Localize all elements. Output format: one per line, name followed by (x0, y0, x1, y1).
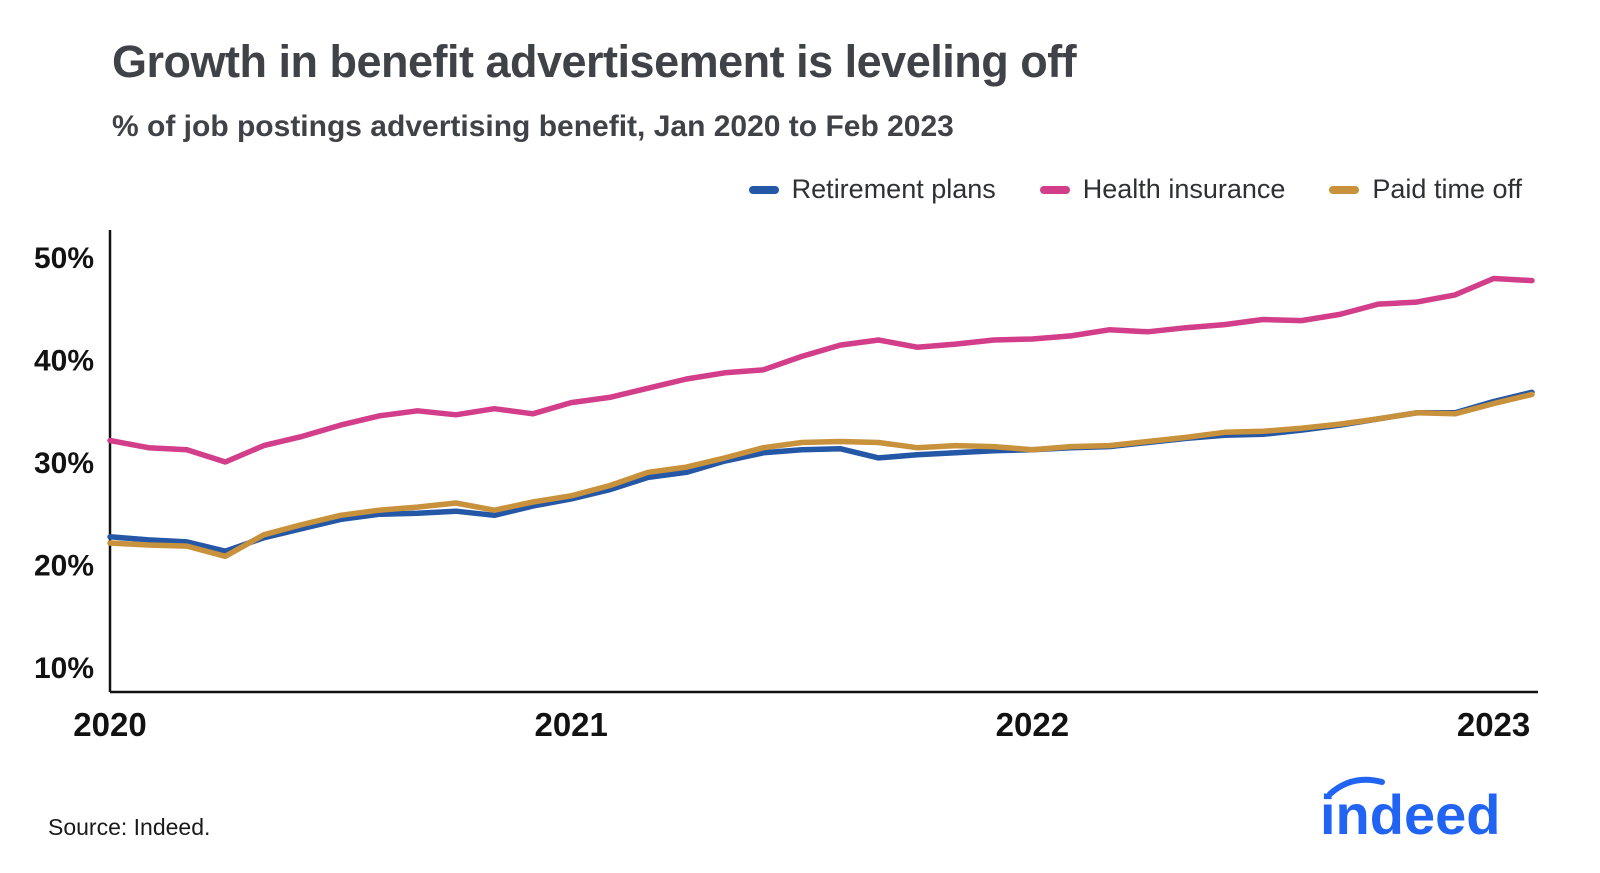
indeed-logo-icon: indeed (1320, 776, 1500, 846)
legend-item-retirement-plans: Retirement plans (748, 174, 996, 205)
y-axis-tick-label: 40% (34, 345, 94, 378)
chart-area: 10% 20% 30% 40% 50% 2020 2021 2022 2023 (0, 212, 1600, 757)
legend-label: Retirement plans (791, 174, 996, 204)
indeed-logo: indeed (1316, 772, 1536, 849)
series-line-retirement-plans (107, 389, 1535, 554)
x-axis-tick-label: 2022 (996, 706, 1069, 743)
legend-item-health-insurance: Health insurance (1039, 174, 1286, 205)
x-axis-tick-label: 2023 (1457, 706, 1530, 743)
retirement-plans-swatch-icon (748, 185, 779, 194)
y-axis-tick-label: 20% (34, 550, 94, 583)
legend-label: Paid time off (1372, 174, 1522, 204)
series-line-paid-time-off (107, 391, 1535, 560)
x-axis-tick-label: 2020 (73, 706, 146, 743)
series-line-health-insurance (107, 275, 1535, 465)
legend-item-paid-time-off: Paid time off (1329, 174, 1522, 205)
paid-time-off-swatch-icon (1329, 185, 1360, 194)
legend-label: Health insurance (1082, 174, 1286, 204)
health-insurance-swatch-icon (1039, 185, 1070, 194)
svg-text:indeed: indeed (1320, 783, 1500, 844)
y-axis-tick-label: 10% (34, 652, 94, 685)
source-note: Source: Indeed. (48, 814, 211, 840)
legend: Retirement plans Health insurance Paid t… (748, 174, 1522, 205)
x-axis-tick-label: 2021 (534, 706, 607, 743)
y-axis-tick-label: 30% (34, 447, 94, 480)
chart-title: Growth in benefit advertisement is level… (112, 36, 1077, 87)
chart-subtitle: % of job postings advertising benefit, J… (112, 110, 954, 143)
y-axis-tick-label: 50% (34, 242, 94, 275)
line-chart: 10% 20% 30% 40% 50% 2020 2021 2022 2023 (34, 230, 1538, 743)
